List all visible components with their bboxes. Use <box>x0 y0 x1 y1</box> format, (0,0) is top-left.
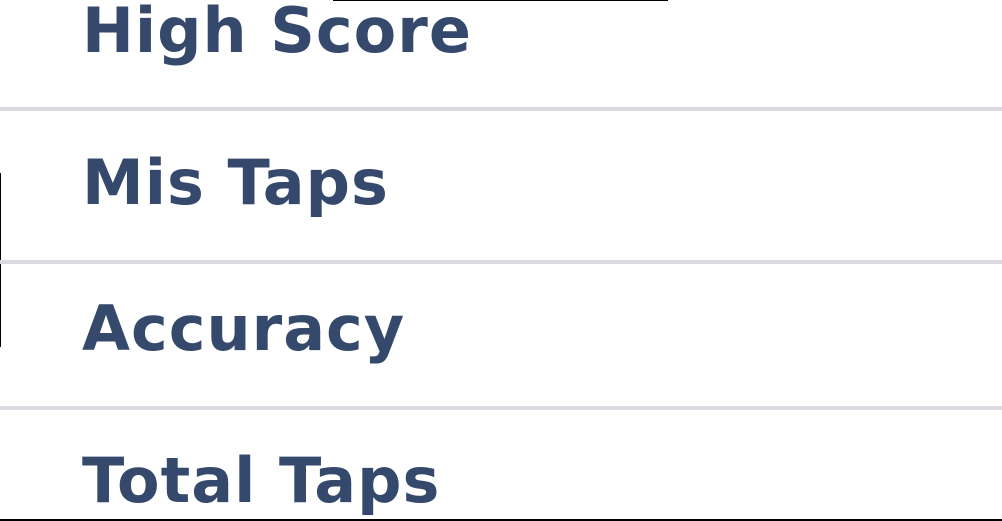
frame-edge-bottom <box>0 519 1002 521</box>
stat-label-accuracy: Accuracy <box>82 292 406 365</box>
stat-label-total-taps: Total Taps <box>82 444 441 517</box>
stat-divider <box>0 406 1002 410</box>
stat-label-mis-taps: Mis Taps <box>82 146 389 219</box>
stat-label-high-score: High Score <box>82 0 472 67</box>
stat-divider <box>0 260 1002 264</box>
frame-edge-top <box>333 0 668 1</box>
stat-divider <box>0 107 1002 111</box>
